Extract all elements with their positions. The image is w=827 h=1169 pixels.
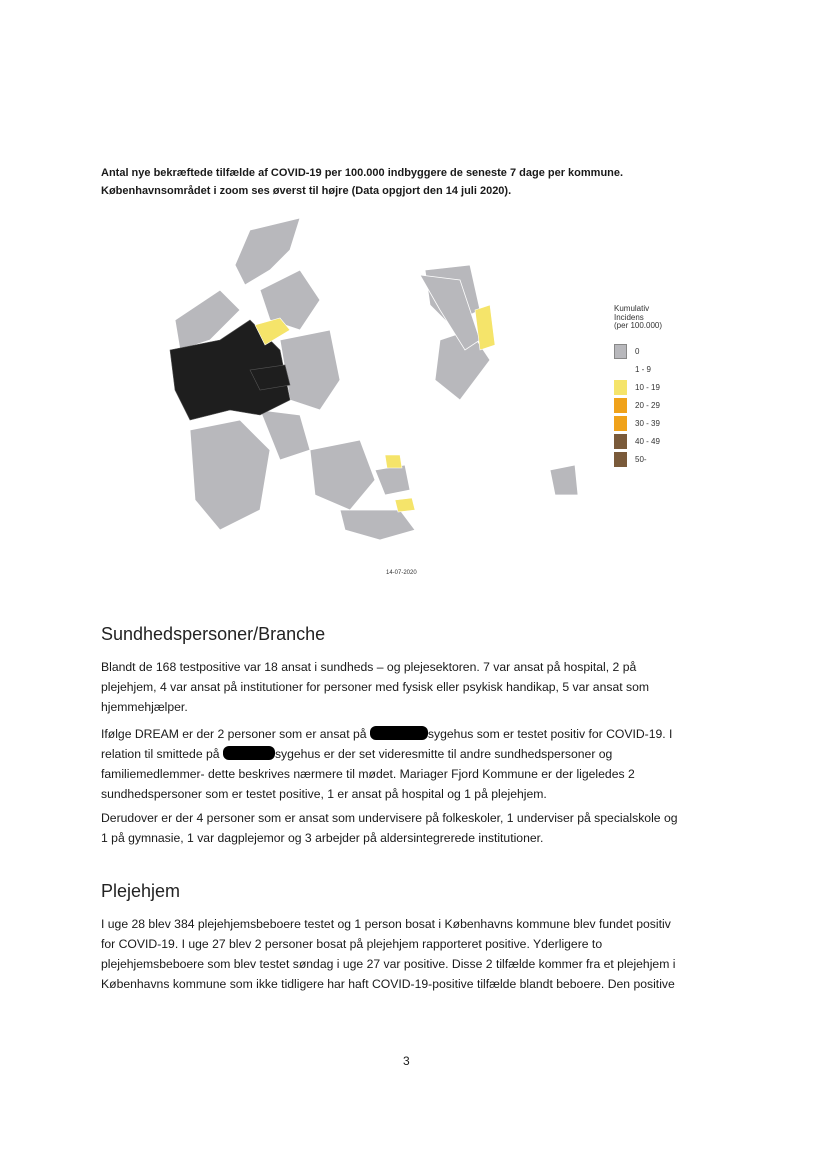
caption-line-2: Københavnsområdet i zoom ses øverst til … (101, 185, 512, 197)
legend-label: 10 - 19 (635, 383, 660, 392)
legend-swatch (614, 380, 627, 395)
map-region-himmerland (259, 269, 321, 331)
legend-label: 50- (635, 455, 647, 464)
text-line: plejehjem, 4 var ansat på institutioner … (101, 680, 650, 694)
legend-swatch (614, 452, 627, 467)
text-line: for COVID-19. I uge 27 blev 2 personer b… (101, 937, 603, 951)
paragraph: Derudover er der 4 personer som er ansat… (101, 808, 678, 848)
legend-label: 30 - 39 (635, 419, 660, 428)
map-region-limfjord-yellow (254, 317, 291, 346)
map-region-copenhagen-zoom (419, 274, 481, 351)
text-line: familiemedlemmer- dette beskrives nærmer… (101, 767, 635, 781)
legend-label: 0 (635, 347, 640, 356)
map-region-south-jutland (189, 419, 271, 531)
legend-title-line: Incidens (614, 312, 644, 322)
text-line: Ifølge DREAM er der 2 personer som er an… (101, 724, 672, 744)
paragraph: Blandt de 168 testpositive var 18 ansat … (101, 657, 649, 717)
legend-label: 20 - 29 (635, 401, 660, 410)
redaction-box (222, 746, 275, 760)
map-region-copenhagen-yellow (474, 304, 496, 351)
page-number: 3 (403, 1054, 410, 1068)
text-line: relation til smittede på sygehus er der … (101, 744, 672, 764)
text-line: 1 på gymnasie, 1 var dagplejemor og 3 ar… (101, 831, 544, 845)
redaction-box (369, 726, 428, 740)
legend-item: 20 - 29 (614, 397, 662, 415)
legend-item: 1 - 9 (614, 361, 662, 379)
text-line: Københavns kommune som ikke tidligere ha… (101, 977, 675, 991)
figure-caption: Antal nye bekræftede tilfælde af COVID-1… (101, 164, 623, 200)
text-span: Ifølge DREAM er der 2 personer som er an… (101, 727, 370, 741)
legend-item: 40 - 49 (614, 433, 662, 451)
paragraph: I uge 28 blev 384 plejehjemsbeboere test… (101, 914, 675, 994)
text-line: plejehjemsbeboere som blev testet søndag… (101, 957, 676, 971)
denmark-incidence-map (169, 217, 579, 541)
text-span: relation til smittede på (101, 747, 223, 761)
legend-item: 10 - 19 (614, 379, 662, 397)
legend-swatch (614, 398, 627, 413)
map-region-east-jutland (279, 329, 341, 411)
caption-line-1: Antal nye bekræftede tilfælde af COVID-1… (101, 167, 624, 179)
map-region-falster-yellow (394, 497, 416, 513)
text-line: I uge 28 blev 384 plejehjemsbeboere test… (101, 917, 671, 931)
paragraph: Ifølge DREAM er der 2 personer som er an… (101, 724, 672, 804)
legend-title: Kumulativ Incidens (per 100.000) (614, 304, 663, 331)
legend-label: 1 - 9 (635, 365, 652, 374)
text-line: hjemmehjælper. (101, 700, 188, 714)
legend-swatch (614, 362, 627, 377)
map-region-zealand-yellow (384, 454, 403, 469)
map-region-thy (174, 289, 241, 351)
legend-title-line: (per 100.000) (614, 321, 663, 330)
map-region-south-zealand (374, 464, 411, 496)
map-region-north-jutland (234, 217, 301, 286)
map-region-randers-high (249, 364, 291, 391)
map-legend: Kumulativ Incidens (per 100.000) 0 1 - 9… (614, 304, 663, 469)
section-heading-plejehjem: Plejehjem (101, 881, 181, 901)
text-span: sygehus som er testet positiv for COVID-… (427, 727, 673, 741)
text-span: sygehus er der set videresmitte til andr… (274, 747, 613, 761)
legend-swatch (614, 416, 627, 431)
section-heading-sundhedspersoner: Sundhedspersoner/Branche (101, 624, 326, 644)
map-region-central-jutland-high (169, 319, 291, 421)
text-line: Derudover er der 4 personer som er ansat… (101, 811, 678, 825)
legend-item: 30 - 39 (614, 415, 662, 433)
text-line: sundhedspersoner som er testet positive,… (101, 787, 547, 801)
legend-item: 0 (614, 343, 662, 361)
map-region-bornholm (549, 464, 579, 496)
text-line: Blandt de 168 testpositive var 18 ansat … (101, 660, 637, 674)
legend-label: 40 - 49 (635, 437, 660, 446)
map-region-funen (309, 439, 376, 511)
legend-title-line: Kumulativ (614, 304, 650, 313)
map-region-lolland (339, 509, 416, 541)
legend-swatch (614, 344, 627, 359)
legend-swatch (614, 434, 627, 449)
legend-item: 50- (614, 451, 662, 469)
map-date: 14-07-2020 (386, 570, 417, 576)
